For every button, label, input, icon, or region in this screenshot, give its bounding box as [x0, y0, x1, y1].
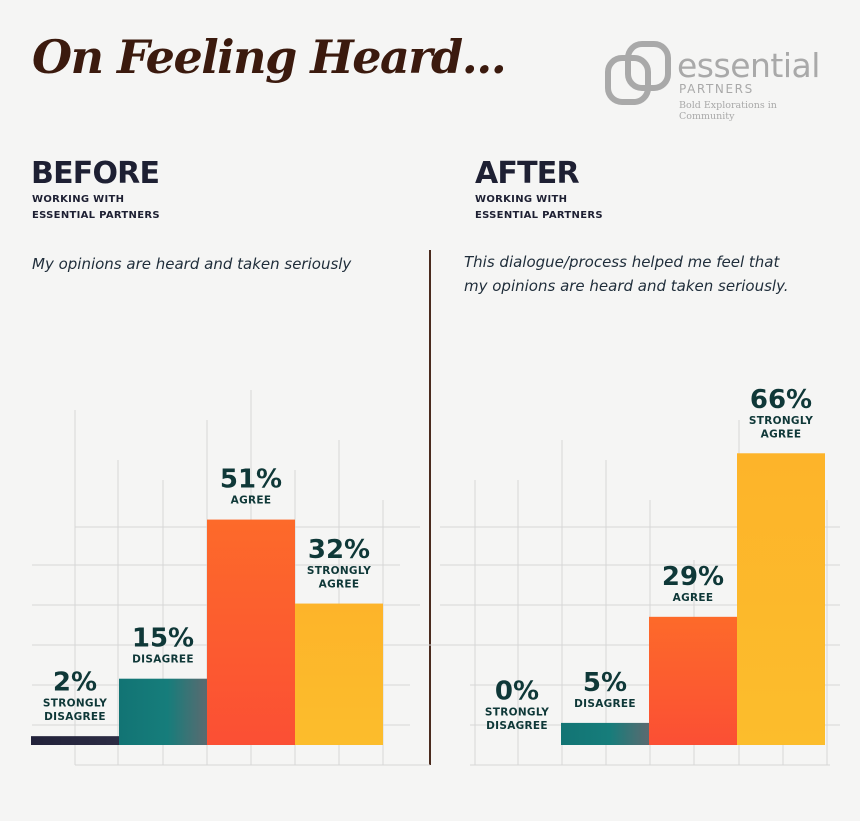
page-title: On Feeling Heard...: [32, 30, 507, 84]
bar-after-3: [737, 453, 825, 745]
category-label: AGREE: [761, 428, 802, 440]
category-label: STRONGLY: [43, 698, 107, 710]
data-label: 0%: [495, 677, 539, 707]
data-label: 66%: [750, 385, 812, 415]
data-label: 15%: [132, 624, 194, 654]
category-label: DISAGREE: [486, 720, 548, 732]
data-label: 32%: [308, 535, 370, 565]
essential-partners-logo: essential PARTNERS Bold Explorations in …: [604, 40, 834, 122]
before-subheading: WORKING WITH ESSENTIAL PARTNERS: [32, 194, 160, 221]
data-label: 51%: [220, 465, 282, 495]
after-question: This dialogue/process helped me feel tha…: [464, 253, 789, 295]
after-subheading: WORKING WITH ESSENTIAL PARTNERS: [475, 194, 603, 221]
data-label: 29%: [662, 562, 724, 592]
data-label: 5%: [583, 668, 627, 698]
category-label: DISAGREE: [44, 711, 106, 723]
bar-before-2: [207, 519, 295, 745]
category-label: STRONGLY: [485, 707, 549, 719]
category-label: STRONGLY: [307, 565, 371, 577]
bar-before-3: [295, 603, 383, 745]
after-heading: AFTER: [475, 156, 580, 191]
bar-after-2: [649, 616, 737, 745]
bar-before-1: [119, 678, 207, 745]
logo-subtitle: PARTNERS: [679, 82, 754, 96]
section-divider: [429, 250, 431, 765]
data-label: 2%: [53, 668, 97, 698]
bar-after-1: [561, 722, 649, 745]
category-label: AGREE: [319, 579, 360, 591]
category-label: AGREE: [231, 495, 272, 507]
logo-mark-icon: [605, 41, 671, 105]
before-heading: BEFORE: [31, 156, 160, 191]
before-question: My opinions are heard and taken seriousl…: [32, 255, 352, 273]
logo-name: essential: [677, 46, 820, 85]
category-label: DISAGREE: [574, 698, 636, 710]
bar-before-0: [31, 736, 119, 745]
category-label: STRONGLY: [749, 415, 813, 427]
category-label: DISAGREE: [132, 654, 194, 666]
logo-tagline: Bold Explorations in Community: [679, 100, 777, 122]
category-label: AGREE: [673, 592, 714, 604]
